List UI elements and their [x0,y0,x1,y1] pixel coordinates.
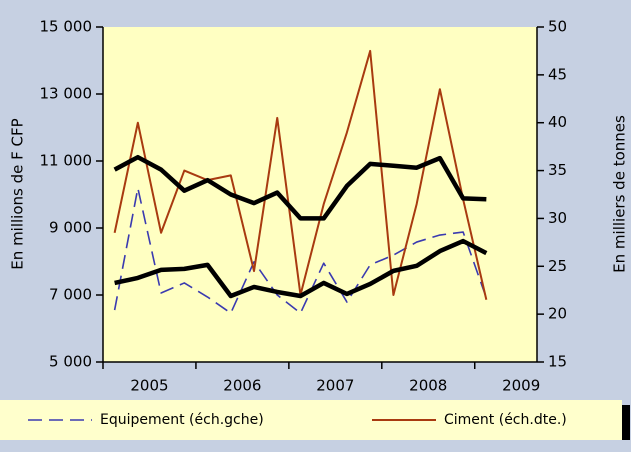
legend-label: Equipement (éch.gche) [100,412,264,428]
y-tick-label: 15 000 [40,18,93,36]
y2-tick-label: 50 [548,18,567,36]
x-tick-label: 2009 [502,377,540,395]
x-tick-label: 2007 [316,377,354,395]
y2-tick-label: 25 [548,257,567,275]
y2-tick-label: 30 [548,209,567,227]
x-tick-label: 2005 [130,377,168,395]
series-line [113,154,487,221]
x-tick-label: 2008 [409,377,447,395]
y2-tick-label: 40 [548,113,567,131]
y-tick-label: 7 000 [49,286,92,304]
y-tick-label: 9 000 [49,219,92,237]
y2-axis-label: En milliers de tonnes [611,115,629,273]
legend-box [0,400,622,440]
y-axis-label: En millions de F CFP [9,118,27,269]
legend-label: Ciment (éch.dte.) [444,412,567,428]
y2-tick-label: 20 [548,305,567,323]
series-line [113,187,488,314]
y-tick-label: 5 000 [49,353,92,371]
y2-tick-label: 45 [548,65,567,83]
plot-area [103,27,537,362]
legend-bar [622,405,630,440]
y2-tick-label: 15 [548,353,567,371]
y-tick-label: 13 000 [40,85,93,103]
y2-tick-label: 35 [548,161,567,179]
y-tick-label: 11 000 [40,152,93,170]
x-tick-label: 2006 [223,377,261,395]
series-line [114,238,488,299]
